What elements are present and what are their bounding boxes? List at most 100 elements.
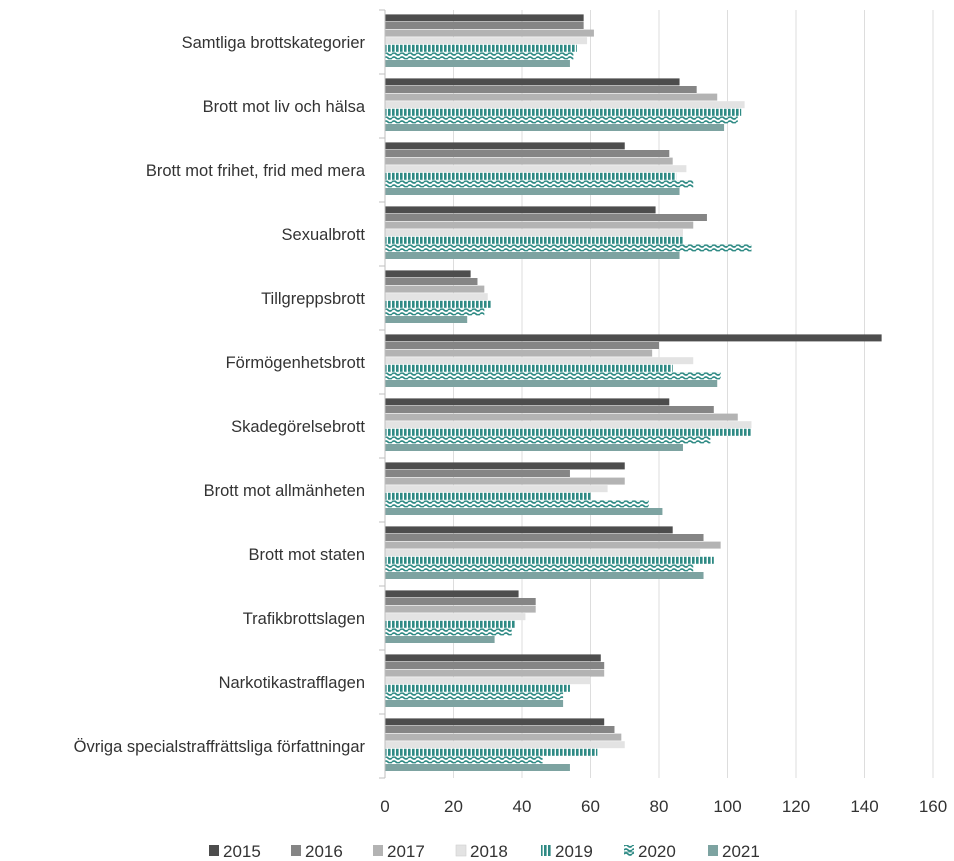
bar-2016 — [385, 598, 536, 605]
x-tick-label: 40 — [513, 797, 532, 816]
category-label: Brott mot staten — [249, 546, 365, 564]
bar-2016 — [385, 22, 584, 29]
bar-2018 — [385, 677, 591, 685]
legend-label-2020: 2020 — [638, 842, 676, 861]
bar-2021 — [385, 444, 683, 451]
x-tick-label: 120 — [782, 797, 810, 816]
legend-label-2018: 2018 — [470, 842, 508, 861]
bar-2021 — [385, 508, 663, 515]
bar-2021 — [385, 316, 468, 323]
y-axis — [379, 9, 386, 779]
bar-2020 — [385, 244, 752, 252]
bar-2020 — [385, 500, 649, 508]
legend-label-2015: 2015 — [223, 842, 261, 861]
bar-2015 — [385, 654, 601, 662]
bar-2017 — [385, 413, 738, 421]
bar-2016 — [385, 150, 670, 157]
bar-2021 — [385, 572, 704, 579]
bar-2017 — [385, 93, 718, 101]
legend-swatch-2019 — [541, 845, 551, 856]
bar-2016 — [385, 86, 697, 93]
bar-2018 — [385, 485, 608, 493]
bar-2019 — [385, 300, 492, 308]
bar-2021 — [385, 60, 570, 67]
x-axis-tick-labels: 0 20 40 60 80 100 120 140 160 — [380, 797, 947, 816]
category-label: Förmögenhetsbrott — [226, 354, 366, 372]
bar-2017 — [385, 285, 485, 293]
bar-2020 — [385, 756, 543, 764]
bar-2021 — [385, 252, 680, 259]
bar-2016 — [385, 726, 615, 733]
bar-2017 — [385, 733, 622, 741]
category-label: Samtliga brottskategorier — [182, 34, 366, 52]
bar-2018 — [385, 549, 701, 557]
bar-2017 — [385, 157, 673, 165]
bar-2016 — [385, 406, 714, 413]
bar-2020 — [385, 116, 738, 124]
legend: 2015 2016 2017 2018 2019 2020 2021 — [209, 842, 760, 861]
category-label: Trafikbrottslagen — [243, 610, 365, 628]
bar-2016 — [385, 470, 570, 477]
bar-2017 — [385, 477, 625, 485]
bar-2019 — [385, 172, 677, 180]
bar-2019 — [385, 620, 516, 628]
bar-2019 — [385, 748, 598, 756]
bar-2015 — [385, 718, 605, 726]
category-label: Brott mot frihet, frid med mera — [146, 162, 366, 180]
bar-2019 — [385, 44, 577, 52]
legend-swatch-2021 — [708, 845, 718, 856]
bar-2016 — [385, 662, 605, 669]
x-tick-label: 100 — [713, 797, 741, 816]
bar-2017 — [385, 221, 694, 229]
category-label: Sexualbrott — [282, 226, 366, 244]
bar-2018 — [385, 101, 745, 109]
bar-2016 — [385, 278, 478, 285]
bar-2015 — [385, 398, 670, 406]
category-label: Narkotikastrafflagen — [219, 674, 365, 692]
bar-2015 — [385, 270, 471, 278]
bar-2015 — [385, 142, 625, 150]
bar-2019 — [385, 236, 683, 244]
legend-label-2019: 2019 — [555, 842, 593, 861]
category-labels: Samtliga brottskategorier Brott mot liv o… — [74, 34, 366, 756]
category-label: Skadegörelsebrott — [231, 418, 365, 436]
bar-2015 — [385, 206, 656, 214]
bar-2020 — [385, 628, 512, 636]
bar-2018 — [385, 229, 683, 237]
bar-2021 — [385, 700, 564, 707]
bar-2019 — [385, 684, 570, 692]
legend-label-2016: 2016 — [305, 842, 343, 861]
bar-2016 — [385, 214, 707, 221]
x-tick-label: 140 — [850, 797, 878, 816]
bar-2020 — [385, 180, 694, 188]
bar-2019 — [385, 108, 742, 116]
bar-2021 — [385, 380, 718, 387]
category-label: Brott mot liv och hälsa — [203, 98, 366, 116]
bar-2015 — [385, 334, 882, 342]
bar-2020 — [385, 372, 721, 380]
bar-2020 — [385, 52, 574, 60]
legend-swatch-2018 — [455, 844, 467, 857]
bar-2021 — [385, 124, 725, 131]
bar-2015 — [385, 78, 680, 86]
legend-label-2017: 2017 — [387, 842, 425, 861]
bar-2018 — [385, 293, 488, 301]
bar-2018 — [385, 613, 526, 621]
x-tick-label: 160 — [919, 797, 947, 816]
bar-2017 — [385, 349, 653, 357]
bar-2019 — [385, 492, 591, 500]
category-label: Övriga specialstraffrättsliga författnin… — [74, 738, 366, 756]
bar-2019 — [385, 428, 752, 436]
category-label: Tillgreppsbrott — [261, 290, 365, 308]
bar-2019 — [385, 556, 714, 564]
bar-2016 — [385, 342, 659, 349]
bar-2018 — [385, 37, 588, 45]
legend-label-2021: 2021 — [722, 842, 760, 861]
bar-2017 — [385, 541, 721, 549]
bar-2017 — [385, 669, 605, 677]
legend-swatch-2017 — [373, 845, 383, 856]
bar-2015 — [385, 462, 625, 470]
bar-2015 — [385, 590, 519, 598]
bar-2021 — [385, 764, 570, 771]
